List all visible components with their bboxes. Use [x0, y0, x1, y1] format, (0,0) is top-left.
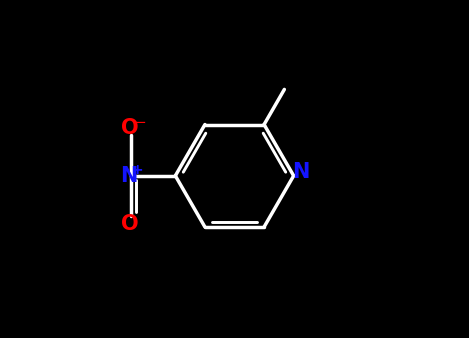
Text: N: N	[120, 166, 137, 186]
Text: −: −	[133, 115, 146, 130]
Text: +: +	[132, 163, 144, 177]
Text: O: O	[121, 118, 138, 138]
Text: N: N	[292, 162, 310, 183]
Text: O: O	[121, 214, 138, 234]
